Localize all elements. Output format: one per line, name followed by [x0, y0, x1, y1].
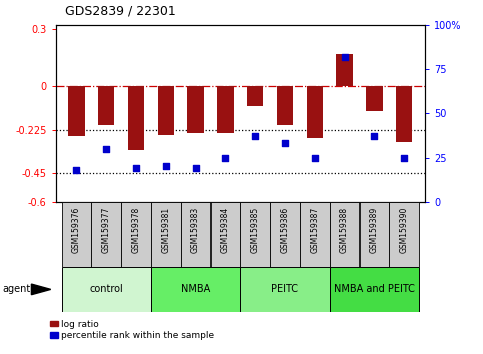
Text: GSM159387: GSM159387 [310, 207, 319, 253]
Bar [330, 267, 419, 312]
Bar [151, 267, 240, 312]
Point [162, 164, 170, 169]
Bar [389, 202, 419, 267]
Bar [151, 202, 181, 267]
Bar [98, 86, 114, 125]
Bar [181, 202, 210, 267]
Bar [157, 86, 174, 135]
Bar [211, 202, 240, 267]
Text: GSM159378: GSM159378 [131, 207, 141, 253]
Text: GSM159376: GSM159376 [72, 207, 81, 253]
Bar [330, 202, 359, 267]
Bar [247, 86, 263, 105]
Bar [128, 86, 144, 150]
Text: GSM159377: GSM159377 [102, 207, 111, 253]
Text: GDS2839 / 22301: GDS2839 / 22301 [65, 5, 176, 18]
Bar [307, 86, 323, 138]
Text: GSM159381: GSM159381 [161, 207, 170, 253]
Point [341, 54, 348, 59]
Bar [241, 267, 329, 312]
Point [132, 165, 140, 171]
Bar [68, 86, 85, 136]
Text: NMBA: NMBA [181, 284, 210, 295]
Point [192, 165, 199, 171]
Bar [300, 202, 329, 267]
Point [251, 133, 259, 139]
Point [222, 155, 229, 160]
Text: NMBA and PEITC: NMBA and PEITC [334, 284, 415, 295]
Bar [121, 202, 151, 267]
Bar [396, 86, 412, 142]
Text: GSM159389: GSM159389 [370, 207, 379, 253]
Bar [277, 86, 293, 125]
Legend: log ratio, percentile rank within the sample: log ratio, percentile rank within the sa… [50, 320, 214, 340]
Text: GSM159384: GSM159384 [221, 207, 230, 253]
Text: GSM159385: GSM159385 [251, 207, 260, 253]
Bar [366, 86, 383, 112]
Bar [336, 54, 353, 86]
Bar [187, 86, 204, 133]
Text: GSM159390: GSM159390 [399, 207, 409, 253]
Bar [360, 202, 389, 267]
Point [400, 155, 408, 160]
Polygon shape [31, 284, 51, 295]
Text: PEITC: PEITC [271, 284, 298, 295]
Point [281, 141, 289, 146]
Text: GSM159386: GSM159386 [281, 207, 289, 253]
Bar [62, 202, 91, 267]
Point [72, 167, 80, 173]
Text: GSM159383: GSM159383 [191, 207, 200, 253]
Point [102, 146, 110, 152]
Bar [270, 202, 300, 267]
Point [370, 133, 378, 139]
Text: control: control [89, 284, 123, 295]
Bar [62, 267, 151, 312]
Bar [241, 202, 270, 267]
Text: GSM159388: GSM159388 [340, 207, 349, 253]
Point [311, 155, 319, 160]
Bar [217, 86, 234, 132]
Bar [91, 202, 121, 267]
Text: agent: agent [2, 284, 30, 295]
